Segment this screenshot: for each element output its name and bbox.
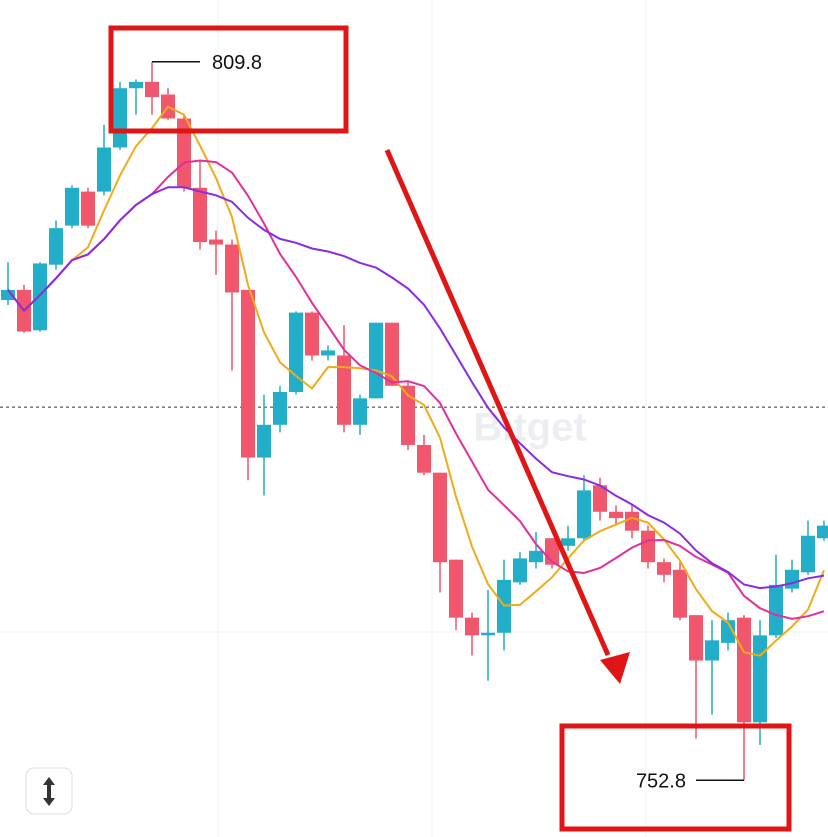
candle-body <box>1 289 15 301</box>
moving-average-line <box>7 159 825 620</box>
highlight-box <box>108 25 349 134</box>
moving-average-line <box>7 105 825 657</box>
candle-body <box>145 81 159 98</box>
candle-body <box>801 535 815 573</box>
resize-button[interactable] <box>25 767 73 815</box>
candle-body <box>737 617 751 723</box>
candle-body <box>65 187 79 226</box>
highlight-box <box>559 723 792 832</box>
trend-arrow <box>384 148 611 657</box>
candle-body <box>33 263 47 331</box>
candle-body <box>513 558 527 583</box>
candle-body <box>177 118 191 188</box>
candle-body <box>625 511 639 531</box>
candle-body <box>305 312 319 356</box>
candle-body <box>273 392 287 425</box>
button-icon <box>43 777 55 806</box>
candle-body <box>241 289 255 458</box>
arrow-head <box>600 652 630 684</box>
low-label: 752.8 <box>636 771 686 793</box>
candle-body <box>689 615 703 661</box>
candle-body <box>529 550 543 563</box>
candle-body <box>337 355 351 425</box>
candle-body <box>81 191 95 226</box>
candle-body <box>353 398 367 425</box>
candle-body <box>753 635 767 723</box>
high-label: 809.8 <box>212 52 262 74</box>
candle-body <box>785 569 799 589</box>
candle-body <box>449 559 463 618</box>
marks: 809.8 752.8 <box>0 52 828 793</box>
candle-body <box>817 525 828 539</box>
candle-body <box>481 632 495 636</box>
candle-body <box>417 444 431 473</box>
candle-body <box>465 617 479 636</box>
candle-body <box>49 228 63 265</box>
candle-body <box>129 81 143 89</box>
candle-body <box>561 538 575 546</box>
candle-body <box>401 385 415 445</box>
candle-body <box>257 424 271 458</box>
candle-body <box>609 511 623 519</box>
candle-body <box>225 244 239 293</box>
candle-body <box>97 147 111 192</box>
candle-body <box>321 350 335 356</box>
candle-body <box>433 472 447 563</box>
candle-body <box>769 584 783 636</box>
candle-body <box>721 620 735 643</box>
candle-body <box>657 562 671 575</box>
moving-average-line <box>7 186 825 590</box>
candle-body <box>641 530 655 563</box>
candle-body <box>577 490 591 539</box>
candle-body <box>113 88 127 148</box>
candle-body <box>705 640 719 661</box>
candle-body <box>593 485 607 512</box>
candle-body <box>209 239 223 245</box>
candle-body <box>369 322 383 399</box>
candle-body <box>673 569 687 618</box>
candle-body <box>385 322 399 386</box>
candle-body <box>193 187 207 243</box>
